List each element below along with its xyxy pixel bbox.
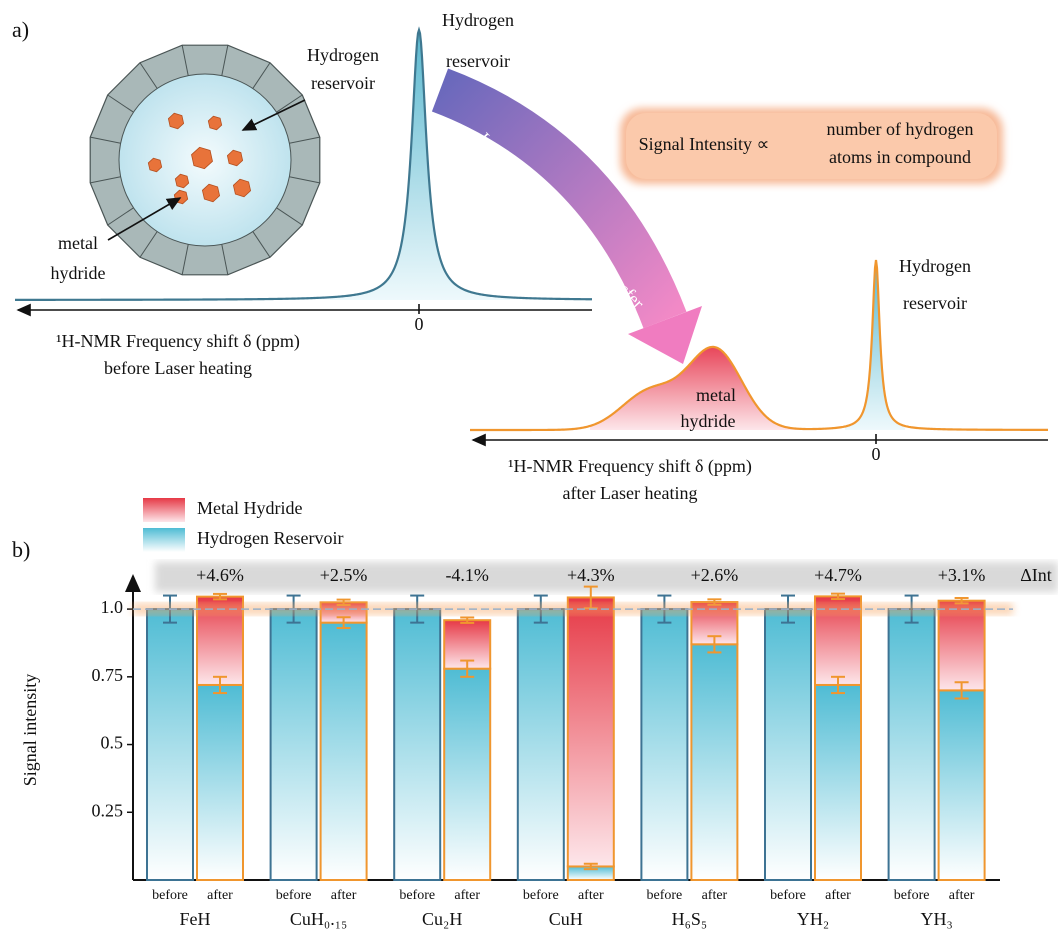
change-label: +4.3%	[567, 565, 615, 585]
bar-label: after	[702, 888, 728, 903]
bar-label: after	[825, 888, 851, 903]
x-tick-label: H₆S₅	[672, 909, 708, 929]
bar-label: after	[949, 888, 975, 903]
bar-label: before	[894, 888, 930, 903]
legend-label: Hydrogen Reservoir	[197, 528, 343, 548]
bar-before	[394, 609, 440, 880]
hydride-label: metal	[696, 385, 736, 405]
bar-after-reservoir	[939, 690, 985, 880]
panel-label: a)	[12, 17, 29, 42]
bar-label: before	[523, 888, 559, 903]
change-title: ΔInt	[1020, 565, 1052, 585]
sphere-label: hydride	[51, 263, 106, 283]
bar-after-reservoir	[815, 685, 861, 880]
peak-label: reservoir	[446, 51, 510, 71]
bar-before	[147, 609, 193, 880]
before-axis-zero: 0	[415, 314, 424, 334]
bar-before	[889, 609, 935, 880]
bar-after-hydride	[568, 597, 614, 866]
bar-label: after	[578, 888, 604, 903]
bar-before	[271, 609, 317, 880]
panel-label: b)	[12, 537, 30, 562]
bar-after-reservoir	[321, 623, 367, 880]
bar-label: after	[207, 888, 233, 903]
sphere-label: Hydrogen	[307, 45, 379, 65]
before-axis-title: ¹H-NMR Frequency shift δ (ppm)	[56, 331, 300, 352]
change-label: +2.6%	[691, 565, 739, 585]
peak-label: Hydrogen	[899, 256, 971, 276]
change-label: +4.7%	[814, 565, 862, 585]
bar-before	[641, 609, 687, 880]
x-tick-label: FeH	[180, 909, 211, 929]
legend-label: Metal Hydride	[197, 498, 302, 518]
x-tick-label: CuH₀.₁₅	[290, 909, 347, 929]
bar-after-reservoir	[691, 644, 737, 880]
note-text: atoms in compound	[829, 147, 971, 167]
bar-label: before	[276, 888, 312, 903]
change-label: +3.1%	[938, 565, 986, 585]
before-axis-title: before Laser heating	[104, 358, 252, 378]
bar-label: before	[647, 888, 683, 903]
hydride-label: hydride	[681, 411, 736, 431]
x-tick-label: YH₂	[797, 909, 829, 929]
y-tick-label: 1.0	[101, 597, 124, 617]
bar-label: before	[152, 888, 188, 903]
sphere-label: metal	[58, 233, 98, 253]
change-label: -4.1%	[445, 565, 489, 585]
note-text: number of hydrogen	[827, 119, 974, 139]
bar-before	[765, 609, 811, 880]
legend-swatch	[143, 498, 185, 522]
bar-after-reservoir	[444, 669, 490, 880]
bar-after-reservoir	[197, 685, 243, 880]
x-tick-label: YH₃	[920, 909, 952, 929]
y-tick-label: 0.5	[101, 733, 124, 753]
bar-label: before	[399, 888, 435, 903]
note-text: Signal Intensity ∝	[639, 134, 770, 154]
y-tick-label: 0.75	[92, 665, 124, 685]
x-tick-label: Cu₂H	[422, 909, 462, 929]
panel-b: b) Signal intensity ΔInt 0.25 0.5 0.75 1.0 M…	[12, 498, 1058, 929]
legend-swatch	[143, 528, 185, 552]
bar-label: after	[331, 888, 357, 903]
y-tick-label: 0.25	[92, 800, 124, 820]
sphere	[90, 45, 320, 275]
change-label: +4.6%	[196, 565, 244, 585]
bar-label: after	[454, 888, 480, 903]
after-axis-title: ¹H-NMR Frequency shift δ (ppm)	[508, 456, 752, 477]
after-axis-zero: 0	[872, 444, 881, 464]
change-label: +2.5%	[320, 565, 368, 585]
panel-a: a) 0 ¹H-NMR Frequency shift δ (ppm) befo…	[12, 10, 1048, 503]
after-axis-title: after Laser heating	[563, 483, 698, 503]
x-tick-label: CuH	[549, 909, 583, 929]
bar-before	[518, 609, 564, 880]
y-axis-title: Signal intensity	[20, 674, 40, 787]
figure: a) 0 ¹H-NMR Frequency shift δ (ppm) befo…	[0, 0, 1058, 934]
peak-label: reservoir	[903, 293, 967, 313]
peak-label: Hydrogen	[442, 10, 514, 30]
bar-label: before	[770, 888, 806, 903]
after-spectrum	[470, 260, 1048, 430]
sphere-label: reservoir	[311, 73, 375, 93]
